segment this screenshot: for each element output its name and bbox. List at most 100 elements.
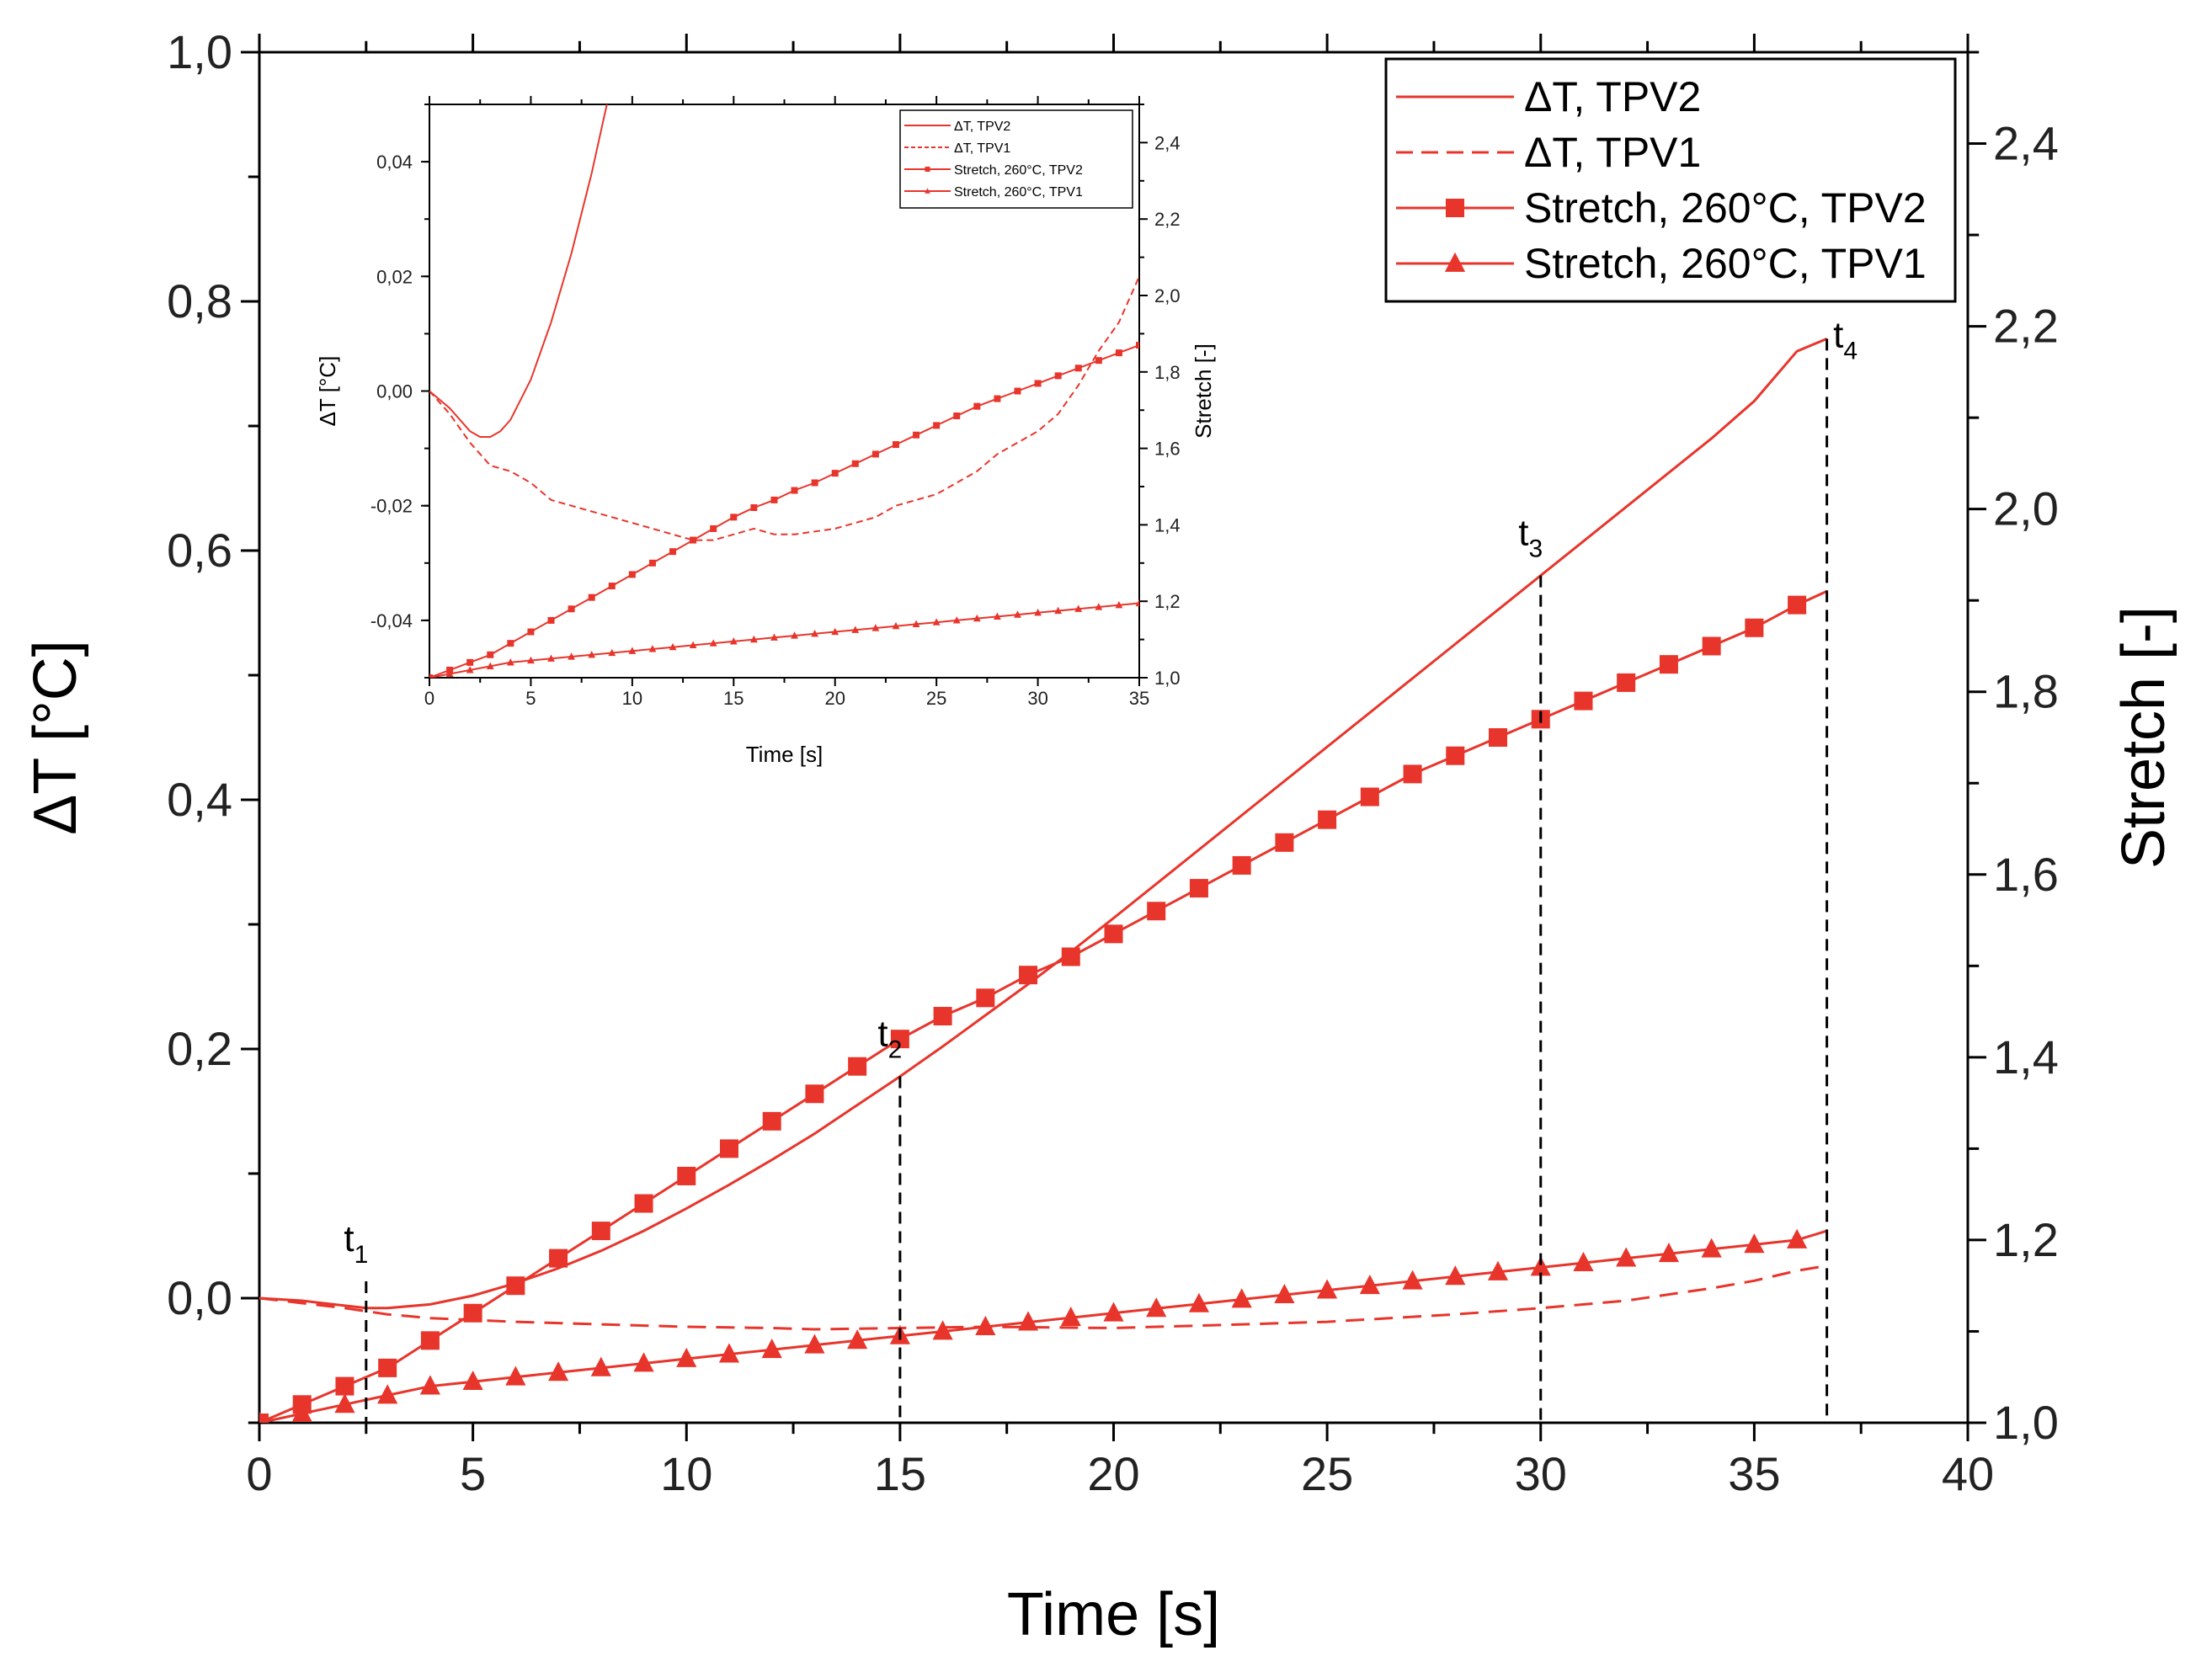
inset-square-marker	[1095, 357, 1102, 365]
main-triangle-marker	[419, 1375, 440, 1395]
inset-square-marker	[568, 605, 575, 613]
main-triangle-marker	[761, 1338, 782, 1359]
inset-square-marker	[791, 487, 798, 494]
inset-square-marker	[933, 422, 941, 429]
main-x-tick-label: 40	[1942, 1447, 1994, 1500]
inset-legend-label: ΔT, TPV2	[954, 120, 1010, 134]
inset-y2-tick-label: 1,6	[1154, 439, 1181, 460]
inset-y-tick-label: 0,00	[376, 381, 413, 402]
inset-legend-box	[899, 109, 1133, 209]
inset-y-tick-label: 0,02	[376, 266, 413, 287]
inset-triangle-marker	[466, 666, 474, 673]
inset-triangle-marker	[608, 648, 616, 657]
inset-square-marker	[1034, 380, 1042, 387]
inset-triangle-marker	[547, 654, 555, 662]
inset-square-marker	[730, 514, 738, 521]
inset-square-marker	[831, 470, 839, 477]
inset-square-marker	[466, 658, 474, 666]
main-x-tick-label: 5	[460, 1447, 486, 1500]
inset-series-line-1	[429, 275, 1139, 541]
main-time-marker-label: t3	[1518, 513, 1543, 563]
main-square-marker	[1702, 636, 1721, 656]
main-time-marker-letter: t	[1518, 513, 1528, 554]
inset-triangle-marker	[912, 620, 920, 628]
inset-triangle-marker	[892, 621, 900, 630]
inset-triangle-marker	[669, 642, 677, 651]
main-triangle-marker	[1701, 1238, 1722, 1258]
main-time-marker-label: t4	[1833, 314, 1858, 365]
inset-plot-area	[429, 104, 1139, 678]
main-series-line-0	[259, 338, 1828, 1310]
inset-triangle-marker	[1135, 599, 1139, 607]
inset-x-tick-label: 10	[622, 688, 642, 709]
inset-y2-tick-label: 1,0	[1154, 668, 1181, 689]
inset-square-marker	[710, 524, 717, 532]
main-square-marker	[719, 1139, 738, 1158]
main-time-marker-subscript: 2	[888, 1036, 903, 1064]
main-square-marker	[762, 1111, 781, 1131]
inset-square-marker	[953, 413, 961, 420]
main-triangle-marker	[1060, 1306, 1081, 1327]
main-triangle-marker	[1359, 1275, 1380, 1295]
main-square-marker	[1788, 595, 1807, 615]
main-square-marker	[1189, 879, 1208, 898]
main-triangle-marker	[1573, 1251, 1594, 1271]
main-triangle-marker	[505, 1366, 526, 1386]
main-square-marker	[677, 1166, 696, 1185]
inset-triangle-marker	[648, 645, 657, 652]
main-y2-tick-label: 1,0	[1993, 1396, 2059, 1449]
main-legend-square-marker	[1446, 199, 1464, 217]
inset-y2-axis-title: Stretch [-]	[1191, 343, 1216, 439]
inset-triangle-marker	[831, 627, 839, 636]
inset-square-marker	[892, 441, 899, 449]
main-y2-tick-label: 2,2	[1993, 300, 2059, 353]
inset-square-marker	[487, 651, 494, 658]
inset-x-tick-label: 15	[723, 688, 744, 709]
main-square-marker	[1446, 746, 1465, 765]
main-plot-area	[259, 338, 1828, 1423]
inset-square-marker	[871, 450, 879, 458]
inset-triangle-marker	[689, 641, 697, 649]
inset-square-marker	[1074, 365, 1082, 372]
main-square-marker	[1489, 728, 1508, 747]
main-square-marker	[259, 1413, 269, 1423]
inset-triangle-marker	[994, 612, 1001, 620]
main-triangle-marker	[291, 1402, 312, 1423]
main-triangle-marker	[1616, 1247, 1637, 1267]
inset-triangle-marker	[932, 618, 941, 626]
main-series-line-2	[259, 589, 1828, 1423]
main-triangle-marker	[1744, 1233, 1765, 1254]
inset-chart: 0 5 10 15 20 25 30 35 -0,04 -0,02 0,00 0,02 0,04 1,0 1…	[315, 96, 1216, 767]
inset-triangle-marker	[749, 635, 758, 643]
main-triangle-marker	[1317, 1279, 1338, 1299]
main-square-marker	[1617, 673, 1636, 692]
inset-legend-triangle-marker	[925, 188, 930, 194]
inset-triangle-marker	[628, 647, 637, 654]
main-y2-tick-label: 1,8	[1993, 665, 2059, 718]
main-triangle-marker	[1402, 1270, 1423, 1290]
main-x-tick-label: 0	[246, 1447, 272, 1500]
inset-triangle-marker	[871, 624, 880, 631]
main-y-tick-label: 0,2	[167, 1022, 232, 1075]
inset-y2-tick-label: 2,4	[1154, 132, 1181, 153]
main-time-marker-letter: t	[877, 1014, 887, 1055]
inset-legend-label: Stretch, 260°C, TPV1	[954, 185, 1083, 200]
main-triangle-marker	[676, 1347, 697, 1367]
main-y-tick-label: 0,4	[167, 773, 232, 826]
main-legend-label: ΔT, TPV1	[1524, 129, 1701, 176]
inset-triangle-marker	[1054, 606, 1063, 615]
main-square-marker	[976, 988, 995, 1008]
main-square-marker	[1574, 691, 1593, 711]
main-y2-tick-label: 1,6	[1993, 848, 2059, 901]
main-square-marker	[1232, 855, 1251, 875]
main-triangle-marker	[334, 1393, 355, 1413]
inset-x-tick-label: 0	[424, 688, 434, 709]
inset-triangle-marker	[791, 631, 798, 639]
inset-square-marker	[608, 583, 616, 590]
main-square-marker	[1318, 810, 1337, 829]
inset-triangle-marker	[1014, 610, 1021, 618]
inset-triangle-marker	[709, 639, 717, 647]
inset-y-axis-title: ΔT [°C]	[315, 356, 340, 427]
